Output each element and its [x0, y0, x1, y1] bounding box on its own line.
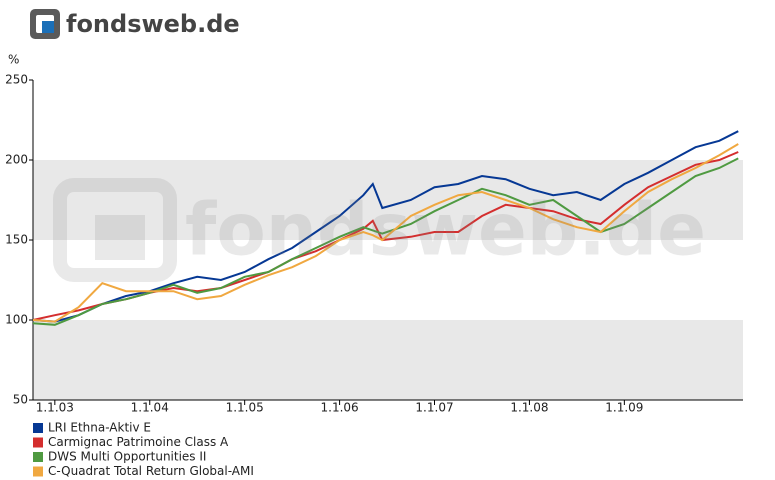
x-tick-label: 1.1.07 [415, 401, 453, 415]
y-tick-label: 250 [5, 73, 28, 87]
legend-label: C-Quadrat Total Return Global-AMI [48, 464, 254, 478]
grid-band [33, 160, 743, 240]
watermark-text: fondsweb.de [185, 188, 706, 272]
x-tick-label: 1.1.06 [321, 401, 359, 415]
legend-label: DWS Multi Opportunities II [48, 450, 206, 464]
legend-swatch [33, 466, 43, 477]
y-tick-label: 200 [5, 153, 28, 167]
legend-label: LRI Ethna-Aktiv E [48, 421, 151, 435]
x-tick-label: 1.1.05 [226, 401, 264, 415]
legend-swatch [33, 437, 43, 448]
watermark: fondsweb.de [53, 178, 706, 282]
y-tick-label: 150 [5, 233, 28, 247]
x-tick-label: 1.1.03 [36, 401, 74, 415]
y-tick-label: 100 [5, 313, 28, 327]
grid-band [33, 320, 743, 400]
logo-icon [30, 9, 60, 39]
x-tick-label: 1.1.09 [605, 401, 643, 415]
y-axis-label: % [8, 53, 19, 67]
y-tick-label: 50 [13, 393, 28, 407]
series-line [32, 130, 739, 323]
x-tick-label: 1.1.04 [131, 401, 169, 415]
legend-swatch [33, 452, 43, 462]
legend-swatch [33, 423, 43, 433]
legend-label: Carmignac Patrimoine Class A [48, 435, 229, 449]
x-tick-label: 1.1.08 [510, 401, 548, 415]
logo: fondsweb.de [66, 10, 240, 38]
series-line [32, 143, 739, 323]
